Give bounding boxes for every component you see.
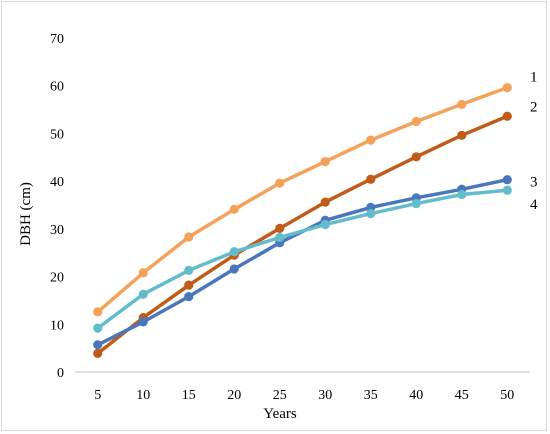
data-point bbox=[502, 185, 512, 195]
data-point bbox=[93, 348, 103, 358]
x-tick-label: 40 bbox=[409, 388, 423, 403]
data-point bbox=[502, 175, 512, 185]
x-tick-label: 35 bbox=[364, 388, 378, 403]
y-axis-ticks: 0 10 20 30 40 50 60 70 bbox=[50, 32, 64, 381]
y-tick-label: 30 bbox=[50, 223, 64, 238]
x-tick-label: 50 bbox=[500, 388, 514, 403]
data-point bbox=[457, 189, 467, 200]
data-point bbox=[229, 247, 239, 257]
x-tick-label: 25 bbox=[273, 388, 287, 403]
x-axis-title: Years bbox=[263, 406, 297, 422]
data-point bbox=[366, 208, 376, 219]
y-tick-label: 40 bbox=[50, 175, 64, 190]
data-point bbox=[184, 232, 194, 242]
data-point bbox=[184, 292, 194, 302]
series-lines bbox=[93, 83, 512, 358]
data-point bbox=[411, 198, 421, 209]
x-tick-label: 15 bbox=[182, 388, 196, 403]
x-tick-label: 45 bbox=[455, 388, 469, 403]
series-4 bbox=[93, 185, 512, 333]
series-1 bbox=[93, 83, 512, 317]
data-point bbox=[457, 130, 467, 140]
data-point bbox=[502, 83, 512, 93]
data-point bbox=[93, 307, 103, 317]
data-point bbox=[366, 135, 376, 145]
y-tick-label: 60 bbox=[50, 80, 64, 95]
series-label-4: 4 bbox=[530, 197, 538, 213]
series-label-2: 2 bbox=[530, 99, 538, 115]
y-axis-title: DBH (cm) bbox=[18, 182, 34, 246]
data-point bbox=[366, 174, 376, 184]
data-point bbox=[275, 223, 285, 233]
data-point bbox=[138, 289, 148, 299]
data-point bbox=[93, 340, 103, 350]
data-point bbox=[502, 111, 512, 121]
data-point bbox=[229, 264, 239, 274]
series-line bbox=[96, 114, 510, 356]
series-2 bbox=[93, 111, 512, 358]
x-tick-label: 5 bbox=[94, 388, 101, 403]
y-tick-label: 70 bbox=[50, 32, 64, 47]
data-point bbox=[275, 178, 285, 188]
x-tick-label: 20 bbox=[227, 388, 241, 403]
data-point bbox=[93, 323, 103, 333]
x-tick-label: 30 bbox=[318, 388, 332, 403]
y-tick-label: 0 bbox=[57, 366, 64, 381]
series-line bbox=[96, 188, 510, 330]
data-point bbox=[320, 219, 330, 230]
series-label-3: 3 bbox=[530, 175, 538, 191]
data-point bbox=[275, 232, 285, 243]
y-tick-label: 50 bbox=[50, 127, 64, 142]
data-point bbox=[229, 204, 239, 214]
series-end-labels: 1 2 3 4 bbox=[530, 70, 538, 214]
data-point bbox=[320, 156, 330, 167]
data-point bbox=[138, 317, 148, 327]
data-point bbox=[411, 152, 421, 162]
data-point bbox=[184, 265, 194, 275]
data-point bbox=[457, 99, 467, 109]
x-axis-ticks: 5 10 15 20 25 30 35 40 45 50 bbox=[94, 388, 514, 403]
data-point bbox=[138, 268, 148, 278]
series-label-1: 1 bbox=[530, 70, 538, 86]
data-point bbox=[411, 116, 421, 127]
y-tick-label: 10 bbox=[50, 318, 64, 333]
y-tick-label: 20 bbox=[50, 271, 64, 286]
x-tick-label: 10 bbox=[136, 388, 150, 403]
series-line bbox=[96, 85, 510, 314]
data-point bbox=[184, 280, 194, 290]
data-point bbox=[320, 197, 330, 207]
